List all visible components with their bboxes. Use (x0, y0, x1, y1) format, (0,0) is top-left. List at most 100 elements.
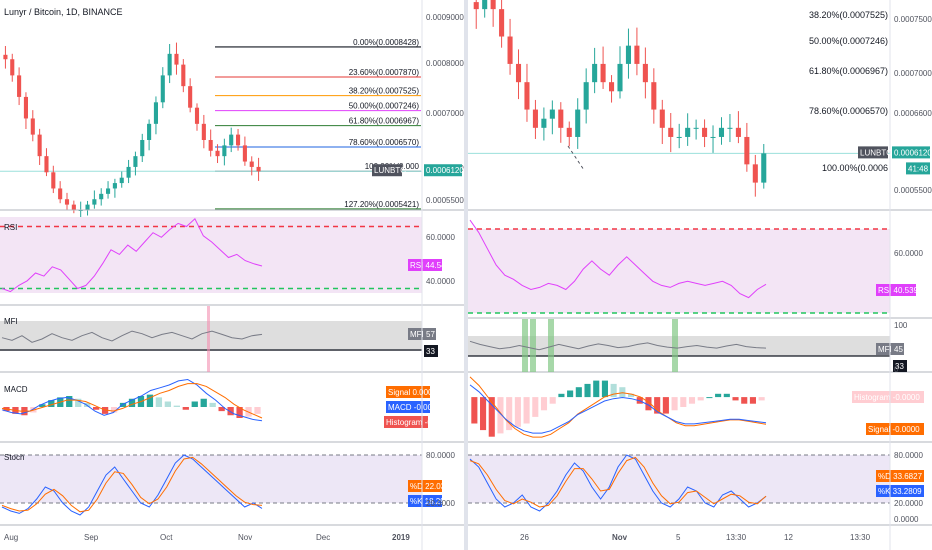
candle-body[interactable] (3, 54, 8, 60)
candle-body[interactable] (229, 134, 234, 146)
candle-body[interactable] (541, 118, 547, 128)
macd-value-chip-bg (384, 416, 428, 428)
candle-body[interactable] (482, 0, 488, 10)
candle-body[interactable] (735, 127, 741, 137)
left-stoch-pane[interactable]: %D 22.0318 %K 18.2928 (0, 454, 455, 516)
candle-body[interactable] (727, 127, 733, 129)
rsi-band (468, 229, 890, 313)
candle-body[interactable] (174, 53, 179, 65)
candle-body[interactable] (625, 45, 631, 64)
candle-body[interactable] (153, 102, 158, 124)
right-macd-pane[interactable]: Histogram -0.0000 Signal -0.0000 (469, 376, 924, 438)
right-price-axis[interactable]: 0.0007500 0.0007000 0.0006600 0.0005500 LUNB… (858, 15, 932, 258)
candle-body[interactable] (126, 166, 131, 178)
candle-body[interactable] (634, 45, 640, 64)
candle-body[interactable] (188, 86, 193, 108)
left-time-axis[interactable]: Aug Sep Oct Nov Dec 2019 (4, 533, 410, 542)
candle-body[interactable] (532, 109, 538, 128)
candle-body[interactable] (160, 75, 165, 103)
price-axis-tick: 0.0007000 (894, 69, 932, 78)
candle-body[interactable] (181, 64, 186, 87)
left-mfi-pane[interactable]: MFI 57 33 (0, 306, 438, 372)
candle-body[interactable] (167, 53, 172, 76)
candle-body[interactable] (112, 183, 117, 189)
candle-body[interactable] (676, 136, 682, 138)
candle-body[interactable] (761, 153, 767, 183)
histogram-bar (680, 397, 687, 407)
candle-body[interactable] (752, 164, 758, 183)
candle-body[interactable] (473, 2, 479, 10)
candle-body[interactable] (558, 109, 564, 128)
candle-body[interactable] (92, 199, 97, 205)
candle-body[interactable] (693, 127, 699, 129)
trend-dashed-line[interactable] (567, 145, 585, 171)
right-stoch-pane[interactable]: %D 33.6827 %K 33.2809 80.0000 20.0000 0.0000 (468, 451, 924, 524)
candle-body[interactable] (515, 63, 522, 83)
candle-body[interactable] (642, 63, 648, 83)
candle-body[interactable] (85, 204, 90, 210)
candle-body[interactable] (659, 109, 665, 128)
candle-body[interactable] (215, 150, 220, 157)
histogram-bar (601, 380, 608, 398)
candle-body[interactable] (133, 156, 138, 167)
candle-body[interactable] (609, 82, 615, 92)
candle-body[interactable] (242, 145, 247, 162)
candle-body[interactable] (30, 118, 35, 135)
right-mfi-pane[interactable]: MFI 45 33 100 0 (468, 319, 908, 374)
candle-body[interactable] (524, 82, 530, 110)
candle-body[interactable] (23, 96, 28, 119)
candle-body[interactable] (490, 0, 496, 10)
candle-body[interactable] (140, 140, 145, 157)
candle-body[interactable] (668, 127, 674, 137)
candle-body[interactable] (499, 9, 505, 37)
candle-body[interactable] (249, 161, 254, 167)
histogram-bar (723, 393, 730, 398)
candle-body[interactable] (583, 82, 589, 110)
candle-body[interactable] (64, 199, 70, 205)
candle-body[interactable] (222, 145, 227, 157)
candle-body[interactable] (201, 123, 206, 140)
candle-body[interactable] (617, 63, 623, 92)
right-time-axis[interactable]: 26 Nov 5 13:30 12 13:30 (520, 533, 871, 542)
candle-body[interactable] (702, 127, 708, 137)
candle-body[interactable] (651, 82, 657, 110)
left-macd-pane[interactable]: Signal 0.0000 MACD -0.0000 Histogram -0.00… (1, 378, 452, 429)
candle-body[interactable] (685, 127, 691, 137)
candle-body[interactable] (710, 136, 716, 138)
candle-body[interactable] (256, 166, 261, 172)
candle-body[interactable] (119, 177, 124, 184)
candle-body[interactable] (507, 36, 513, 64)
candle-body[interactable] (58, 188, 63, 200)
stoch-d-line (1, 456, 263, 513)
candle-body[interactable] (99, 193, 104, 200)
right-rsi-pane[interactable]: RSI 40.5391 (468, 219, 923, 314)
layout-divider[interactable] (464, 0, 468, 550)
right-price-pane[interactable]: 38.20%(0.0007525) 50.00%(0.0007246) 61.80%… (468, 0, 890, 197)
candle-body[interactable] (10, 59, 15, 76)
candle-body[interactable] (147, 123, 152, 140)
candle-body[interactable] (194, 107, 200, 124)
candle-body[interactable] (575, 109, 581, 137)
candle-body[interactable] (566, 127, 572, 137)
fib-level-label: 61.80%(0.0006967) (809, 66, 888, 76)
left-chart-panel: 0.00%(0.0008428) 23.60%(0.0007870) 38.20%(… (0, 0, 464, 550)
histogram-bar (209, 402, 216, 407)
left-price-axis[interactable]: 0.00090000.00080000.00070000.00060000.00… (372, 13, 464, 508)
candle-body[interactable] (17, 75, 22, 97)
candle-body[interactable] (106, 188, 111, 194)
candle-body[interactable] (71, 204, 76, 210)
left-rsi-pane[interactable]: RSI 44.5410 (0, 217, 455, 293)
candle-body[interactable] (718, 127, 725, 137)
candle-body[interactable] (600, 63, 606, 83)
candle-body[interactable] (37, 134, 42, 157)
candle-body[interactable] (744, 136, 750, 165)
candle-body[interactable] (236, 134, 241, 146)
candle-body[interactable] (208, 140, 213, 151)
price-axis-tick: 0.0005500 (894, 186, 932, 195)
stoch-value-chip: %K 33.2809 (878, 487, 922, 496)
candle-body[interactable] (592, 63, 598, 83)
left-price-pane[interactable]: 0.00%(0.0008428) 23.60%(0.0007870) 38.20%(… (0, 38, 422, 219)
candle-body[interactable] (44, 156, 49, 173)
candle-body[interactable] (549, 109, 555, 119)
candle-body[interactable] (51, 172, 56, 189)
